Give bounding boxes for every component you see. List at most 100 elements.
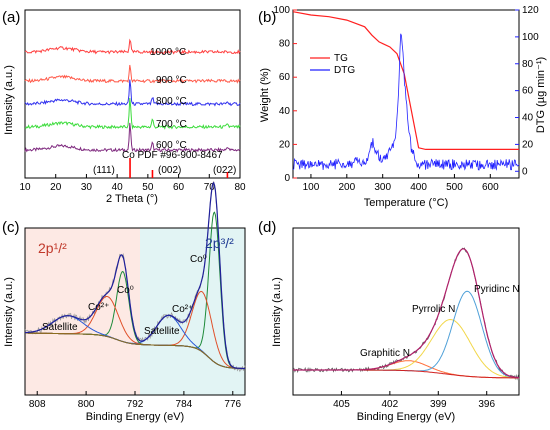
a-x-tick-label-10: 10 [19,182,31,193]
a-x-tick-label-20: 20 [50,182,62,193]
panel-d-ylabel: Intensity (a.u.) [271,277,283,347]
annot-co0-2: Co⁰ [190,254,207,265]
b-y2-tick-label-0: 0 [522,166,528,177]
legend-label-dtg: DTG [334,65,355,76]
panel-d-curves [292,247,520,381]
b-y-tick-label-80: 80 [279,39,291,50]
d-component-0 [293,360,519,379]
c-x-tick-label-792: 792 [127,399,144,410]
c-background [25,332,245,369]
b-y-tick-label-20: 20 [279,139,291,150]
panel-a-ylabel: Intensity (a.u.) [3,65,15,135]
xrd-curve-0 [24,122,241,153]
series-label-800C: 800 °C [156,96,187,107]
panel-c: 808 800 792 784 776 (c) 2p¹/² 2p³/² Intensit… [2,180,246,423]
b-y2-tick-label-120: 120 [522,5,539,16]
c-x-tick-label-776: 776 [224,399,241,410]
panel-c-label: (c) [2,219,20,236]
panel-d-label: (d) [258,219,276,236]
series-label-700C: 700 °C [156,119,187,130]
panel-a-curves [24,38,241,153]
xrd-curve-3 [24,64,241,84]
b-x-tick-label-500: 500 [446,182,463,193]
series-label-900C: 900 °C [156,75,187,86]
annot-satellite-2: Satellite [144,326,180,337]
hkl-022: (022) [213,165,236,176]
legend-label-tg: TG [334,53,348,64]
b-x-tick-label-100: 100 [303,182,320,193]
panel-d-x-ticks: 405 402 399 396 [333,391,495,410]
b-y2-tick-label-40: 40 [522,113,534,124]
annot-pyridinc-n: Pyridinc N [474,284,520,295]
b-x-tick-label-600: 600 [482,182,499,193]
annot-pyrrolic-n: Pyrrolic N [412,304,455,315]
panel-b-ticks: 100 200 300 400 500 600 0 20 40 60 80 100 0 20 40 60 80 1… [273,5,539,193]
d-envelope [293,248,519,379]
tg-curve [292,11,519,150]
b-y2-tick-label-100: 100 [522,32,539,43]
region-label-2p12: 2p¹/² [38,240,67,256]
hkl-002: (002) [158,165,181,176]
annot-co2-1: Co²⁺ [88,302,109,313]
hkl-111: (111) [93,165,115,176]
panel-c-ylabel: Intensity (a.u.) [3,277,15,347]
panel-c-x-ticks: 808 800 792 784 776 [29,391,242,410]
b-y-tick-label-40: 40 [279,106,291,117]
annot-co0-1: Co⁰ [117,285,134,296]
panel-a-reference-lines [129,158,229,178]
xrd-curve-1 [24,97,241,130]
b-y2-tick-label-80: 80 [522,59,534,70]
b-x-tick-label-300: 300 [374,182,391,193]
dtg-curve [292,33,520,171]
c-envelope [25,181,245,370]
b-x-tick-label-200: 200 [338,182,355,193]
b-x-tick-label-400: 400 [410,182,427,193]
c-x-tick-label-784: 784 [176,399,193,410]
a-x-tick-label-40: 40 [112,182,124,193]
panel-b-frame [292,9,520,179]
series-label-1000C: 1000 °C [150,47,186,58]
panel-a-x-ticks: 10 20 30 40 50 60 70 80 [19,174,246,193]
annot-satellite-1: Satellite [42,322,78,333]
a-x-tick-label-50: 50 [142,182,154,193]
c-x-tick-label-808: 808 [29,399,46,410]
panel-d-xlabel: Binding Energy (eV) [357,411,455,423]
b-y-tick-label-100: 100 [273,5,290,16]
panel-b-curves [292,11,520,171]
panel-d: 405 402 399 396 (d) Intensity (a.u.) Bindin… [258,219,520,423]
annot-graphitic-n: Graphitic N [360,348,410,359]
d-x-tick-label-399: 399 [430,399,447,410]
panel-a: 10 20 30 40 50 60 70 80 (a) Intensity (a.u.) 2 … [2,9,246,205]
b-y-tick-label-60: 60 [279,72,291,83]
b-y2-tick-label-20: 20 [522,139,534,150]
d-x-tick-label-405: 405 [333,399,350,410]
d-x-tick-label-396: 396 [478,399,495,410]
a-x-tick-label-60: 60 [173,182,185,193]
panel-b-xlabel: Temperature (°C) [364,197,448,209]
reference-label: Co PDF #96-900-8467 [122,150,223,161]
a-x-tick-label-80: 80 [234,182,246,193]
d-x-tick-label-402: 402 [382,399,399,410]
b-y-tick-label-0: 0 [284,173,290,184]
c-x-tick-label-800: 800 [78,399,95,410]
d-raw-spectrum [292,247,520,381]
panel-d-frame [292,227,520,396]
a-x-tick-label-30: 30 [81,182,93,193]
panel-b: 100 200 300 400 500 600 0 20 40 60 80 100 0 20 40 60 80 1… [258,5,547,209]
series-label-600C: 600 °C [156,140,187,151]
panel-a-label: (a) [2,9,20,26]
annot-co2-2: Co²⁺ [172,304,193,315]
panel-b-ylabel: Weight (%) [259,68,271,122]
panel-b-legend: TG DTG [310,53,355,76]
b-y2-tick-label-60: 60 [522,86,534,97]
xrd-curve-2 [24,79,241,107]
panel-c-curves [24,180,246,373]
region-label-2p32: 2p³/² [205,235,234,251]
panel-a-xlabel: 2 Theta (°) [106,193,158,205]
panel-c-xlabel: Binding Energy (eV) [86,411,184,423]
panel-a-frame [24,9,241,179]
a-x-tick-label-70: 70 [204,182,216,193]
panel-b-label: (b) [258,9,276,26]
panel-b-ylabel-right: DTG (µg min⁻¹) [535,57,547,133]
